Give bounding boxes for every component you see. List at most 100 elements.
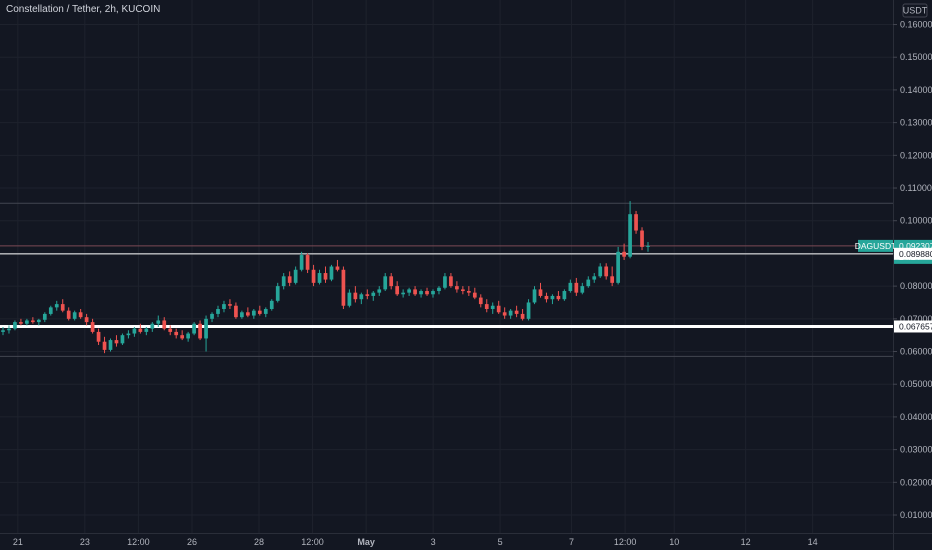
symbol-tag-label: DAGUSDT — [855, 241, 897, 251]
candle-body — [586, 279, 591, 287]
candle-body — [365, 294, 370, 296]
candle-body — [36, 319, 41, 323]
candle-body — [90, 322, 95, 332]
candle-body — [634, 214, 638, 231]
candle-body — [496, 305, 501, 313]
x-tick-label: 3 — [431, 537, 436, 547]
candle-body — [514, 310, 519, 314]
candle-body — [25, 320, 29, 324]
level-tag-label: 0.089880 — [899, 249, 932, 259]
candle-body — [341, 269, 346, 306]
x-tick-label: 12:00 — [127, 537, 150, 547]
x-tick-label: 12:00 — [301, 537, 324, 547]
candle-body — [204, 318, 208, 339]
x-tick-label: 10 — [669, 537, 679, 547]
candle-body — [150, 323, 155, 329]
candle-body — [532, 289, 537, 303]
candle-body — [1, 330, 5, 332]
candle-body — [31, 320, 35, 323]
candle-body — [251, 310, 256, 316]
candle-body — [317, 273, 322, 283]
candle-body — [550, 295, 555, 300]
candle-body — [329, 266, 334, 280]
candle-body — [646, 245, 650, 247]
candle-body — [520, 313, 525, 319]
candle-body — [449, 276, 453, 287]
candle-body — [425, 291, 429, 295]
candle-body — [305, 255, 310, 270]
candle-body — [240, 312, 244, 318]
candle-body — [269, 300, 274, 310]
candle-body — [598, 266, 603, 277]
candle-body — [323, 273, 328, 280]
candle-body — [281, 276, 286, 287]
candle-body — [389, 276, 394, 287]
candle-body — [156, 320, 161, 324]
x-tick-label: 26 — [187, 537, 197, 547]
candle-body — [604, 266, 609, 277]
candle-body — [198, 323, 202, 339]
candle-body — [526, 302, 531, 319]
x-tick-label: 12 — [741, 537, 751, 547]
candle-body — [502, 312, 507, 316]
time-axis[interactable]: 21 23 12:00 26 28 12:00 May 3 5 7 12:00 10 12 14 — [0, 533, 932, 548]
candle-body — [538, 289, 543, 296]
candle-body — [7, 328, 11, 331]
candle-body — [228, 304, 232, 306]
candle-body — [138, 328, 143, 332]
candle-body — [628, 214, 632, 257]
x-tick-label: 5 — [498, 537, 503, 547]
candle-body — [395, 286, 400, 295]
candle-body — [234, 305, 238, 318]
candle-body — [562, 291, 567, 300]
candle-body — [168, 328, 173, 332]
candle-body — [544, 295, 549, 300]
candle-body — [13, 322, 17, 329]
candle-body — [42, 313, 47, 320]
candle-body — [246, 312, 250, 316]
candle-body — [431, 291, 435, 295]
candle-body — [174, 331, 179, 336]
candle-body — [461, 289, 465, 292]
candle-body — [311, 269, 316, 283]
horizontal-levels — [0, 202, 893, 357]
x-tick-label: 28 — [254, 537, 264, 547]
candle-body — [490, 305, 495, 310]
candle-body — [210, 313, 214, 319]
current-price-tag-value: 0.092307 — [899, 241, 932, 251]
candle-body — [293, 269, 298, 283]
candle-body — [383, 276, 388, 290]
candle-body — [359, 294, 364, 300]
currency-badge-box — [902, 3, 928, 18]
candle-body — [257, 310, 262, 314]
candles — [1, 201, 650, 354]
candle-body — [275, 286, 280, 301]
candle-body — [592, 276, 597, 280]
candle-body — [353, 292, 358, 300]
x-tick-label: 14 — [808, 537, 818, 547]
candle-body — [132, 328, 137, 334]
candle-body — [437, 287, 441, 292]
candle-body — [162, 320, 167, 329]
candle-body — [556, 295, 561, 300]
candle-body — [640, 230, 644, 247]
level-tag-label: 0.067657 — [899, 321, 932, 331]
x-tick-label: 7 — [569, 537, 574, 547]
candle-body — [455, 286, 459, 290]
candle-body — [144, 328, 149, 332]
candle-body — [443, 276, 447, 288]
candle-body — [66, 310, 71, 319]
currency-badge[interactable]: USDT — [902, 3, 928, 18]
x-tick-label: May — [357, 537, 375, 547]
